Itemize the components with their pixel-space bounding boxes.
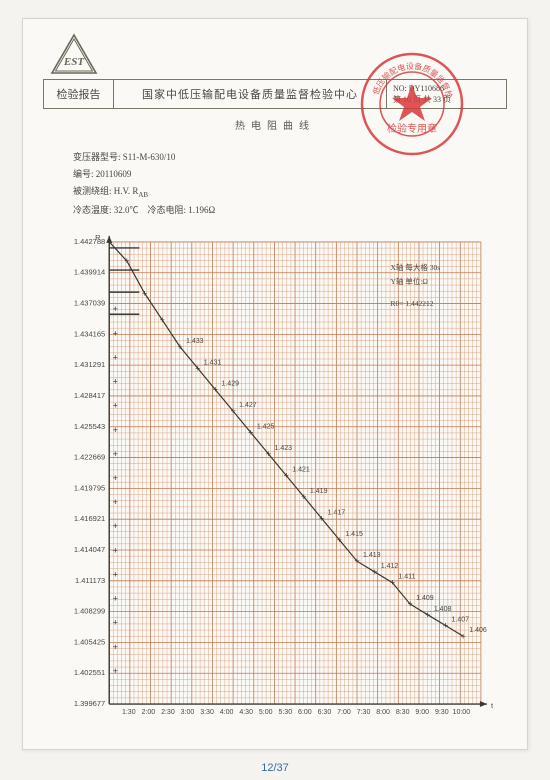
doc-no: DY110686 (409, 84, 444, 93)
svg-text:1.434165: 1.434165 (74, 329, 105, 338)
svg-text:4:00: 4:00 (220, 709, 234, 716)
svg-text:1.421: 1.421 (292, 466, 310, 473)
svg-text:1.409: 1.409 (416, 595, 434, 602)
svg-text:+: + (113, 425, 118, 435)
svg-text:4:30: 4:30 (239, 709, 253, 716)
svg-text:1.408: 1.408 (434, 606, 452, 613)
svg-text:1.419795: 1.419795 (74, 483, 105, 492)
svg-text:1.431: 1.431 (204, 359, 222, 366)
temp-label: 冷态温度: (73, 202, 112, 219)
header-right: NO: DY110686 第 10 页 共 33 页 (386, 80, 506, 108)
svg-text:1.423: 1.423 (275, 445, 293, 452)
winding-label: 被测绕组: (73, 183, 112, 200)
coldres-label: 冷态电阻: (148, 205, 187, 215)
model-label: 变压器型号: (73, 149, 121, 166)
svg-text:7:00: 7:00 (337, 709, 351, 716)
svg-text:EST: EST (63, 56, 85, 68)
svg-text:+: + (113, 304, 118, 314)
svg-text:1:30: 1:30 (122, 709, 136, 716)
svg-text:1.425543: 1.425543 (74, 422, 105, 431)
meta-block: 变压器型号: S11-M-630/10 编号: 20110609 被测绕组: H… (73, 149, 215, 219)
svg-text:+: + (113, 618, 118, 628)
svg-text:9:30: 9:30 (435, 709, 449, 716)
svg-text:1.405425: 1.405425 (74, 637, 105, 646)
sn-value: 20110609 (96, 169, 132, 179)
document-page: EST 检验报告 国家中低压输配电设备质量监督检验中心 NO: DY110686… (22, 18, 528, 750)
winding-sub: AB (138, 191, 148, 199)
svg-text:1.429: 1.429 (221, 381, 239, 388)
svg-text:1.416921: 1.416921 (74, 514, 105, 523)
svg-text:1.442788: 1.442788 (74, 237, 105, 246)
model-value: S11-M-630/10 (123, 152, 176, 162)
svg-text:+: + (113, 569, 118, 579)
chart-subtitle: 热电阻曲线 (23, 117, 527, 132)
svg-text:+: + (113, 352, 118, 362)
svg-text:1.411: 1.411 (398, 574, 415, 581)
svg-text:+: + (113, 642, 118, 652)
resistance-chart: Rt1.4427881.4399141.4370391.4341651.4312… (61, 229, 503, 727)
svg-text:1.414047: 1.414047 (74, 545, 105, 554)
svg-text:1.419: 1.419 (310, 488, 328, 495)
svg-text:1.433: 1.433 (186, 338, 204, 345)
page-info: 第 10 页 共 33 页 (393, 94, 506, 105)
svg-text:1.399677: 1.399677 (74, 699, 105, 708)
svg-text:1.412: 1.412 (381, 563, 399, 570)
svg-text:1.431291: 1.431291 (74, 360, 105, 369)
svg-text:1.411173: 1.411173 (75, 576, 105, 585)
svg-text:+: + (113, 377, 118, 387)
svg-text:+: + (113, 473, 118, 483)
svg-text:9:00: 9:00 (415, 709, 429, 716)
winding-value: H.V. R (114, 186, 139, 196)
svg-text:1.428417: 1.428417 (74, 391, 105, 400)
svg-text:8:30: 8:30 (396, 709, 410, 716)
svg-text:3:30: 3:30 (200, 709, 214, 716)
svg-text:R0= 1.442212: R0= 1.442212 (390, 299, 433, 308)
svg-text:1.417: 1.417 (328, 509, 346, 516)
svg-text:6:00: 6:00 (298, 709, 312, 716)
svg-text:2:00: 2:00 (142, 709, 156, 716)
svg-text:+: + (113, 449, 118, 459)
svg-text:1.422669: 1.422669 (74, 453, 105, 462)
report-label: 检验报告 (44, 80, 114, 108)
report-title: 国家中低压输配电设备质量监督检验中心 (114, 80, 386, 108)
svg-text:+: + (461, 631, 466, 641)
svg-text:2:30: 2:30 (161, 709, 175, 716)
svg-text:+: + (113, 328, 118, 338)
svg-text:+: + (113, 401, 118, 411)
svg-text:1.413: 1.413 (363, 552, 381, 559)
sn-label: 编号: (73, 166, 94, 183)
svg-text:5:30: 5:30 (278, 709, 292, 716)
svg-text:+: + (113, 497, 118, 507)
svg-text:+: + (113, 594, 118, 604)
svg-text:3:00: 3:00 (181, 709, 195, 716)
svg-text:+: + (113, 666, 118, 676)
svg-text:1.437039: 1.437039 (74, 299, 105, 308)
coldres-value: 1.196Ω (188, 205, 215, 215)
svg-text:t: t (491, 701, 494, 710)
doc-no-label: NO: (393, 84, 407, 93)
svg-text:7:30: 7:30 (357, 709, 371, 716)
svg-text:1.427: 1.427 (239, 402, 257, 409)
header-bar: 检验报告 国家中低压输配电设备质量监督检验中心 NO: DY110686 第 1… (43, 79, 507, 109)
footer-page-number: 12/37 (0, 762, 550, 774)
svg-text:8:00: 8:00 (376, 709, 390, 716)
svg-text:+: + (113, 521, 118, 531)
svg-text:1.407: 1.407 (452, 617, 470, 624)
svg-text:Y轴 单位:Ω: Y轴 单位:Ω (390, 276, 428, 286)
svg-text:1.415: 1.415 (345, 531, 363, 538)
svg-text:6:30: 6:30 (318, 709, 332, 716)
svg-text:1.406: 1.406 (469, 627, 487, 634)
svg-text:+: + (113, 545, 118, 555)
svg-text:1.402551: 1.402551 (74, 668, 105, 677)
svg-text:10:00: 10:00 (453, 709, 471, 716)
svg-text:1.425: 1.425 (257, 424, 275, 431)
svg-text:1.439914: 1.439914 (74, 268, 105, 277)
svg-text:X轴 每大格 30s: X轴 每大格 30s (390, 262, 440, 272)
svg-text:5:00: 5:00 (259, 709, 273, 716)
svg-text:1.408299: 1.408299 (74, 607, 105, 616)
temp-value: 32.0℃ (114, 205, 139, 215)
est-logo-icon: EST (49, 33, 99, 77)
